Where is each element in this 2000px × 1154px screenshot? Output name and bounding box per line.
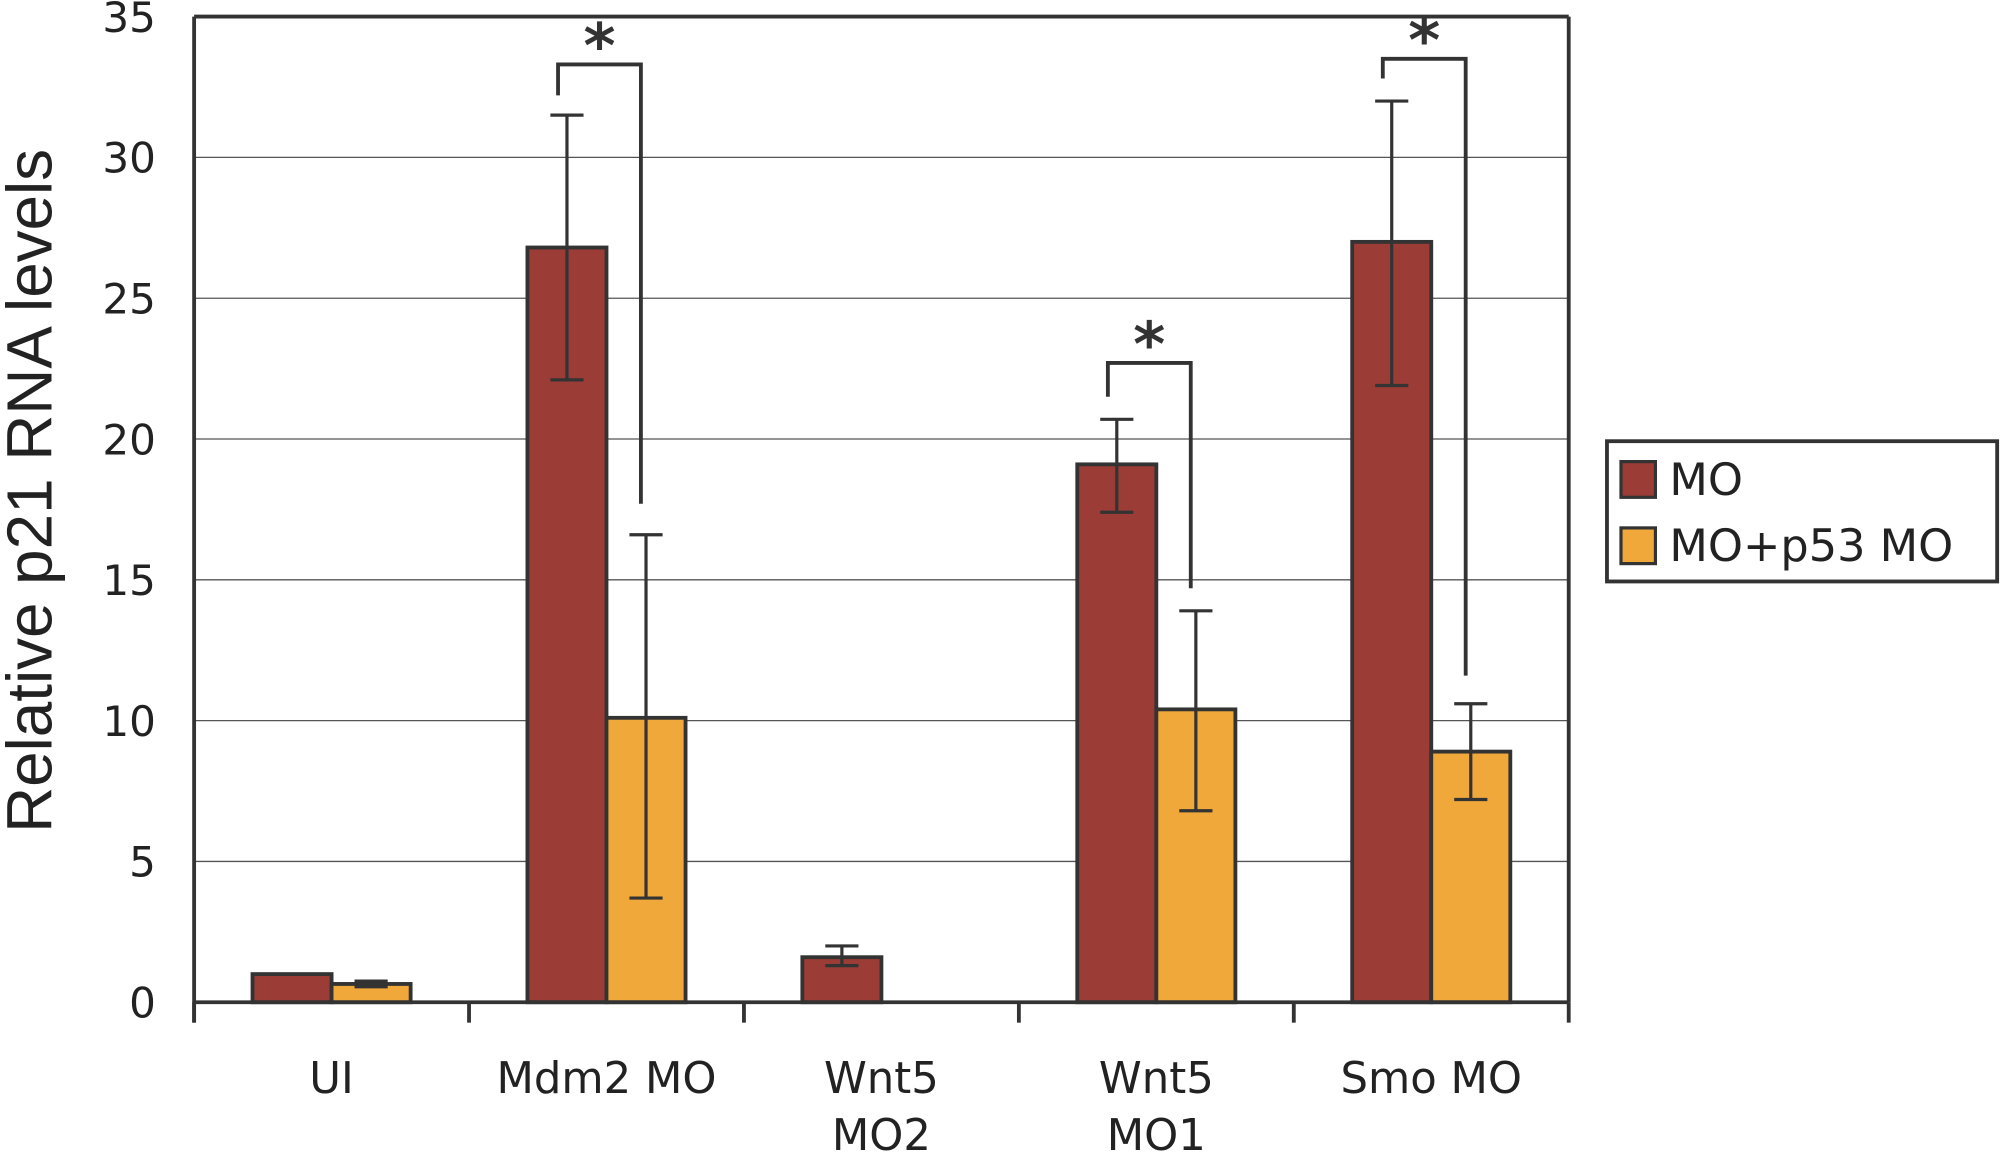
y-tick-label: 10 [102,697,156,746]
x-category-labels: UI Mdm2 MO Wnt5 MO2 Wnt5 MO1 Smo MO [309,1054,1522,1154]
legend: MO MO+p53 MO [1605,439,2000,584]
significance-star: * [1133,310,1165,381]
bar-mo [250,972,334,1005]
significance-bracket [1380,56,1468,676]
x-category-label: Wnt5 [1099,1054,1214,1104]
error-bars [354,99,1488,989]
legend-label: MO+p53 MO [1669,520,1953,572]
x-category-label: MO1 [1107,1111,1206,1154]
gridlines [194,156,1569,863]
x-category-label: Smo MO [1340,1054,1522,1104]
y-tick-label: 35 [102,0,156,42]
significance-star: * [583,11,615,82]
y-tick-label: 30 [102,134,156,183]
legend-swatch [1619,526,1658,566]
y-axis-label: Relative p21 RNA levels [0,149,65,833]
y-tick-label: 15 [102,556,156,605]
y-tick-label: 20 [102,415,156,464]
y-tick-label: 25 [102,275,156,324]
y-tick-labels: 0 5 10 15 20 25 30 35 [102,0,156,1028]
axes [192,14,1571,1023]
y-tick-label: 5 [129,838,156,887]
x-category-label: UI [309,1054,354,1104]
legend-label: MO [1669,454,1743,506]
x-category-label: Mdm2 MO [496,1054,716,1104]
x-category-label: MO2 [832,1111,931,1154]
legend-swatch [1619,460,1658,499]
x-category-label: Wnt5 [824,1054,939,1104]
y-tick-label: 0 [129,979,156,1028]
significance-bracket [556,62,643,504]
bars [250,239,1513,1005]
significance-bracket [1105,361,1193,589]
bar-mo [1075,462,1159,1005]
significance-brackets: *** [556,5,1468,676]
